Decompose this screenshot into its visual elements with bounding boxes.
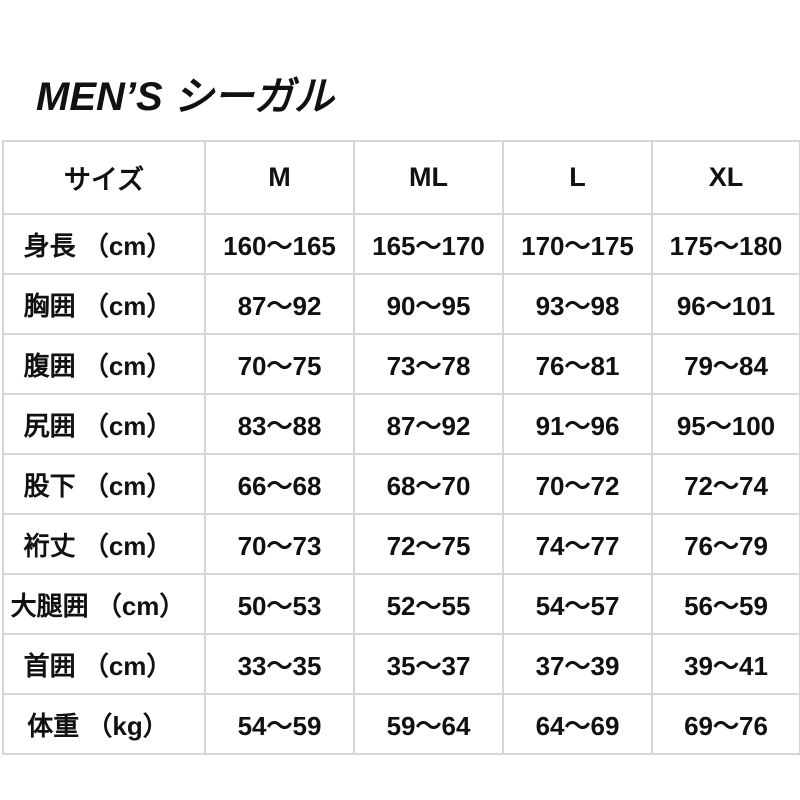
row-label: 身長 （cm） — [2, 213, 206, 275]
row-label: 首囲 （cm） — [2, 633, 206, 695]
size-value-cell: 68〜70 — [353, 453, 504, 515]
header-cell-l: L — [502, 140, 653, 215]
size-value-cell: 160〜165 — [204, 213, 355, 275]
size-value-cell: 95〜100 — [651, 393, 800, 455]
size-value-cell: 175〜180 — [651, 213, 800, 275]
size-value-cell: 54〜57 — [502, 573, 653, 635]
header-cell-ml: ML — [353, 140, 504, 215]
row-label: 大腿囲 （cm） — [2, 573, 206, 635]
table-row: 尻囲 （cm） 83〜88 87〜92 91〜96 95〜100 — [2, 393, 800, 455]
header-cell-xl: XL — [651, 140, 800, 215]
size-value-cell: 33〜35 — [204, 633, 355, 695]
size-value-cell: 70〜72 — [502, 453, 653, 515]
table-row: 首囲 （cm） 33〜35 35〜37 37〜39 39〜41 — [2, 633, 800, 695]
size-value-cell: 96〜101 — [651, 273, 800, 335]
header-row: サイズ M ML L XL — [2, 140, 800, 215]
table-row: 身長 （cm） 160〜165 165〜170 170〜175 175〜180 — [2, 213, 800, 275]
size-value-cell: 50〜53 — [204, 573, 355, 635]
size-value-cell: 87〜92 — [353, 393, 504, 455]
size-value-cell: 59〜64 — [353, 693, 504, 755]
size-value-cell: 64〜69 — [502, 693, 653, 755]
header-cell-size: サイズ — [2, 140, 206, 215]
size-value-cell: 79〜84 — [651, 333, 800, 395]
table-row: 体重 （kg） 54〜59 59〜64 64〜69 69〜76 — [2, 693, 800, 755]
size-value-cell: 69〜76 — [651, 693, 800, 755]
size-chart-table: サイズ M ML L XL 身長 （cm） 160〜165 165〜170 170〜1… — [2, 140, 800, 755]
size-value-cell: 73〜78 — [353, 333, 504, 395]
table-row: 胸囲 （cm） 87〜92 90〜95 93〜98 96〜101 — [2, 273, 800, 335]
size-value-cell: 54〜59 — [204, 693, 355, 755]
size-value-cell: 76〜81 — [502, 333, 653, 395]
size-value-cell: 37〜39 — [502, 633, 653, 695]
table-row: 腹囲 （cm） 70〜75 73〜78 76〜81 79〜84 — [2, 333, 800, 395]
row-label: 胸囲 （cm） — [2, 273, 206, 335]
row-label: 尻囲 （cm） — [2, 393, 206, 455]
page-title: MEN’S シーガル — [36, 75, 334, 119]
size-value-cell: 170〜175 — [502, 213, 653, 275]
table-row: 股下 （cm） 66〜68 68〜70 70〜72 72〜74 — [2, 453, 800, 515]
size-value-cell: 87〜92 — [204, 273, 355, 335]
size-value-cell: 70〜73 — [204, 513, 355, 575]
row-label: 体重 （kg） — [2, 693, 206, 755]
size-value-cell: 83〜88 — [204, 393, 355, 455]
table-row: 裄丈 （cm） 70〜73 72〜75 74〜77 76〜79 — [2, 513, 800, 575]
size-value-cell: 72〜74 — [651, 453, 800, 515]
header-cell-m: M — [204, 140, 355, 215]
table-row: 大腿囲 （cm） 50〜53 52〜55 54〜57 56〜59 — [2, 573, 800, 635]
row-label: 腹囲 （cm） — [2, 333, 206, 395]
size-value-cell: 72〜75 — [353, 513, 504, 575]
size-value-cell: 56〜59 — [651, 573, 800, 635]
size-value-cell: 66〜68 — [204, 453, 355, 515]
size-value-cell: 39〜41 — [651, 633, 800, 695]
size-value-cell: 52〜55 — [353, 573, 504, 635]
row-label: 裄丈 （cm） — [2, 513, 206, 575]
size-value-cell: 35〜37 — [353, 633, 504, 695]
size-value-cell: 93〜98 — [502, 273, 653, 335]
size-value-cell: 70〜75 — [204, 333, 355, 395]
row-label: 股下 （cm） — [2, 453, 206, 515]
size-value-cell: 91〜96 — [502, 393, 653, 455]
size-value-cell: 76〜79 — [651, 513, 800, 575]
size-value-cell: 74〜77 — [502, 513, 653, 575]
size-value-cell: 165〜170 — [353, 213, 504, 275]
size-value-cell: 90〜95 — [353, 273, 504, 335]
